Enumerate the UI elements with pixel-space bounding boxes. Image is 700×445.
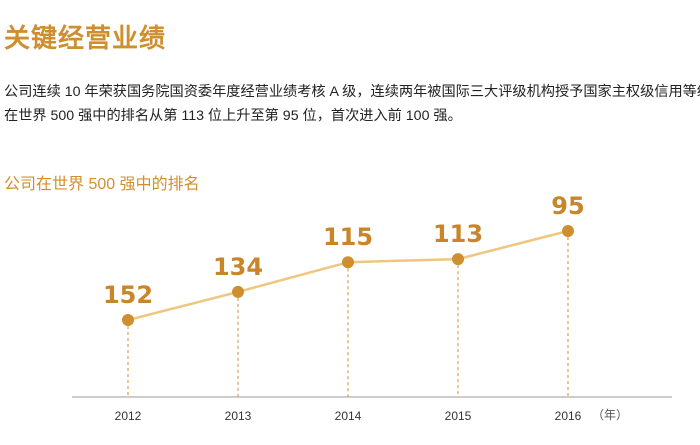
data-point-2016: [562, 225, 574, 237]
intro-line-2: 在世界 500 强中的排名从第 113 位上升至第 95 位，首次进入前 100…: [4, 108, 462, 124]
x-tick-labels: 2012 2013 2014 2015 2016: [115, 409, 582, 423]
x-tick-2016: 2016: [555, 409, 582, 423]
x-tick-2014: 2014: [335, 409, 362, 423]
data-points: [122, 225, 574, 326]
data-point-2015: [452, 253, 464, 266]
x-tick-2013: 2013: [225, 409, 252, 423]
data-label-2012: 152: [103, 281, 153, 309]
chart-title: 公司在世界 500 强中的排名: [4, 176, 200, 193]
guide-lines: [127, 237, 569, 397]
data-point-2014: [342, 256, 354, 269]
data-label-2014: 115: [323, 223, 373, 251]
x-tick-2015: 2015: [445, 409, 472, 423]
data-label-2016: 95: [551, 192, 584, 220]
page-title: 关键经营业绩: [4, 23, 167, 53]
x-axis-unit: （年）: [592, 408, 628, 422]
data-point-2013: [232, 285, 244, 298]
intro-line-1: 公司连续 10 年荣获国务院国资委年度经营业绩考核 A 级，连续两年被国际三大评…: [4, 84, 700, 100]
data-labels: 152 134 115 113 95: [103, 192, 585, 309]
data-label-2015: 113: [433, 220, 483, 248]
data-point-2012: [122, 314, 134, 326]
intro-paragraph: 公司连续 10 年荣获国务院国资委年度经营业绩考核 A 级，连续两年被国际三大评…: [4, 80, 700, 128]
data-label-2013: 134: [213, 253, 263, 281]
x-tick-2012: 2012: [115, 409, 142, 423]
